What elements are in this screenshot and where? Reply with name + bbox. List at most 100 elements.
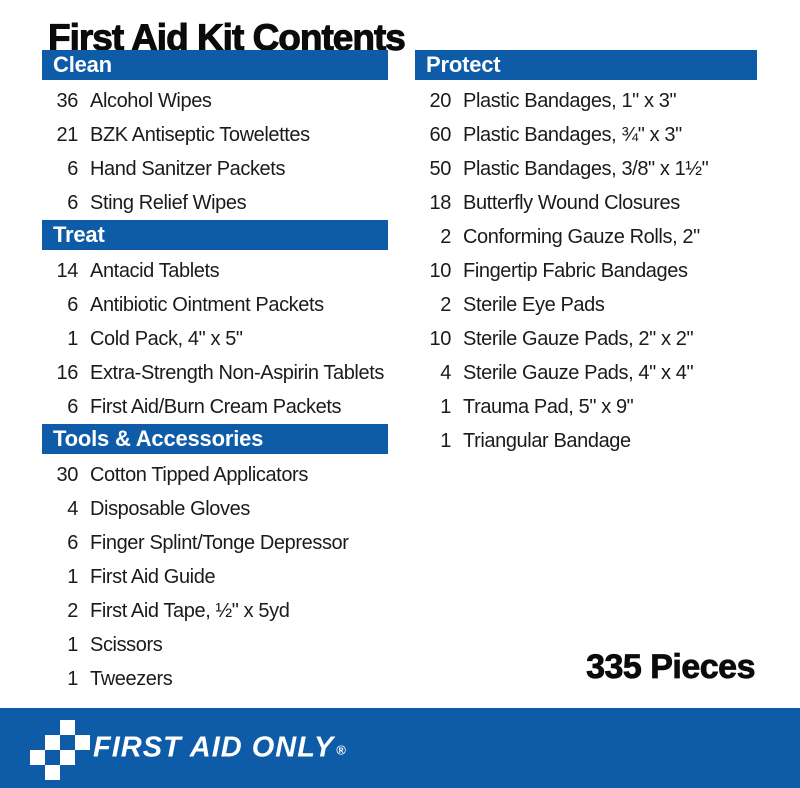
item-label: Scissors <box>90 634 163 656</box>
list-item: 18 Butterfly Wound Closures <box>415 186 757 220</box>
item-label: Antacid Tablets <box>90 260 220 282</box>
item-label: Sterile Gauze Pads, 2" x 2" <box>463 328 694 350</box>
item-qty: 1 <box>440 396 451 418</box>
item-label: Extra-Strength Non-Aspirin Tablets <box>90 362 384 384</box>
item-label: First Aid/Burn Cream Packets <box>90 396 342 418</box>
item-label: Sterile Gauze Pads, 4" x 4" <box>463 362 694 384</box>
item-list-treat: 14 Antacid Tablets 6 Antibiotic Ointment Pa… <box>42 254 388 424</box>
checkered-cross-icon <box>30 720 90 780</box>
list-item: 60 Plastic Bandages, ¾" x 3" <box>415 118 757 152</box>
section-header-treat: Treat <box>42 220 388 250</box>
item-label: Plastic Bandages, 1" x 3" <box>463 90 677 112</box>
item-qty: 1 <box>440 430 451 452</box>
item-qty: 2 <box>440 294 451 316</box>
list-item: 1 Scissors <box>42 628 388 662</box>
item-qty: 4 <box>440 362 451 384</box>
item-label: Plastic Bandages, ¾" x 3" <box>463 124 682 146</box>
section-header-label: Protect <box>426 52 501 77</box>
list-item: 6 Antibiotic Ointment Packets <box>42 288 388 322</box>
section-header-label: Clean <box>53 52 112 77</box>
list-item: 4 Disposable Gloves <box>42 492 388 526</box>
item-label: Cold Pack, 4" x 5" <box>90 328 243 350</box>
item-qty: 6 <box>67 294 78 316</box>
item-qty: 21 <box>56 124 79 146</box>
item-label: Sterile Eye Pads <box>463 294 605 316</box>
item-label: Plastic Bandages, 3/8" x 1½" <box>463 158 709 180</box>
section-header-tools-accessories: Tools & Accessories <box>42 424 388 454</box>
item-label: Fingertip Fabric Bandages <box>463 260 688 282</box>
item-qty: 6 <box>67 396 78 418</box>
item-qty: 2 <box>440 226 451 248</box>
item-label: Conforming Gauze Rolls, 2" <box>463 226 700 248</box>
list-item: 2 Sterile Eye Pads <box>415 288 757 322</box>
item-qty: 1 <box>67 328 78 350</box>
item-qty: 16 <box>56 362 79 384</box>
list-item: 20 Plastic Bandages, 1" x 3" <box>415 84 757 118</box>
list-item: 10 Sterile Gauze Pads, 2" x 2" <box>415 322 757 356</box>
brand-name: FIRST AID ONLY <box>93 731 335 764</box>
list-item: 6 Finger Splint/Tonge Depressor <box>42 526 388 560</box>
item-label: BZK Antiseptic Towelettes <box>90 124 310 146</box>
item-qty: 4 <box>67 498 78 520</box>
list-item: 30 Cotton Tipped Applicators <box>42 458 388 492</box>
total-pieces-label: 335 Pieces <box>586 648 756 687</box>
item-qty: 6 <box>67 532 78 554</box>
list-item: 4 Sterile Gauze Pads, 4" x 4" <box>415 356 757 390</box>
list-item: 36 Alcohol Wipes <box>42 84 388 118</box>
section-header-protect: Protect <box>415 50 757 80</box>
item-qty: 10 <box>429 260 452 282</box>
item-qty: 1 <box>67 668 78 690</box>
item-qty: 1 <box>67 634 78 656</box>
list-item: 16 Extra-Strength Non-Aspirin Tablets <box>42 356 388 390</box>
item-label: Hand Sanitzer Packets <box>90 158 286 180</box>
list-item: 50 Plastic Bandages, 3/8" x 1½" <box>415 152 757 186</box>
list-item: 2 Conforming Gauze Rolls, 2" <box>415 220 757 254</box>
list-item: 21 BZK Antiseptic Towelettes <box>42 118 388 152</box>
list-item: 14 Antacid Tablets <box>42 254 388 288</box>
item-label: Finger Splint/Tonge Depressor <box>90 532 349 554</box>
item-qty: 18 <box>429 192 452 214</box>
section-header-label: Tools & Accessories <box>53 426 264 451</box>
list-item: 10 Fingertip Fabric Bandages <box>415 254 757 288</box>
item-label: Disposable Gloves <box>90 498 250 520</box>
list-item: 1 First Aid Guide <box>42 560 388 594</box>
item-qty: 6 <box>67 158 78 180</box>
item-label: Tweezers <box>90 668 173 690</box>
item-label: Sting Relief Wipes <box>90 192 247 214</box>
item-qty: 30 <box>56 464 79 486</box>
brand-footer: FIRST AID ONLY ® <box>0 708 800 788</box>
item-label: Butterfly Wound Closures <box>463 192 680 214</box>
item-qty: 60 <box>429 124 452 146</box>
item-label: Alcohol Wipes <box>90 90 212 112</box>
item-qty: 1 <box>67 566 78 588</box>
item-list-protect: 20 Plastic Bandages, 1" x 3" 60 Plastic Ban… <box>415 84 757 458</box>
item-label: Cotton Tipped Applicators <box>90 464 308 486</box>
item-list-tools-accessories: 30 Cotton Tipped Applicators 4 Disposable G… <box>42 458 388 696</box>
item-list-clean: 36 Alcohol Wipes 21 BZK Antiseptic Towelett… <box>42 84 388 220</box>
list-item: 6 First Aid/Burn Cream Packets <box>42 390 388 424</box>
list-item: 1 Cold Pack, 4" x 5" <box>42 322 388 356</box>
list-item: 6 Hand Sanitzer Packets <box>42 152 388 186</box>
section-header-label: Treat <box>53 222 105 247</box>
item-qty: 50 <box>429 158 452 180</box>
registered-mark: ® <box>336 742 346 758</box>
list-item: 6 Sting Relief Wipes <box>42 186 388 220</box>
column-left: Clean 36 Alcohol Wipes 21 BZK Antiseptic Tow… <box>42 50 388 696</box>
list-item: 1 Trauma Pad, 5" x 9" <box>415 390 757 424</box>
item-qty: 6 <box>67 192 78 214</box>
item-qty: 10 <box>429 328 452 350</box>
section-header-clean: Clean <box>42 50 388 80</box>
item-label: Antibiotic Ointment Packets <box>90 294 324 316</box>
column-right: Protect 20 Plastic Bandages, 1" x 3" 60 Plas… <box>415 50 757 458</box>
brand-wordmark: FIRST AID ONLY ® <box>93 732 346 765</box>
item-label: Triangular Bandage <box>463 430 631 452</box>
list-item: 2 First Aid Tape, ½" x 5yd <box>42 594 388 628</box>
item-qty: 14 <box>56 260 79 282</box>
item-label: First Aid Guide <box>90 566 216 588</box>
item-label: First Aid Tape, ½" x 5yd <box>90 600 290 622</box>
item-qty: 20 <box>429 90 452 112</box>
item-qty: 36 <box>56 90 79 112</box>
list-item: 1 Triangular Bandage <box>415 424 757 458</box>
list-item: 1 Tweezers <box>42 662 388 696</box>
